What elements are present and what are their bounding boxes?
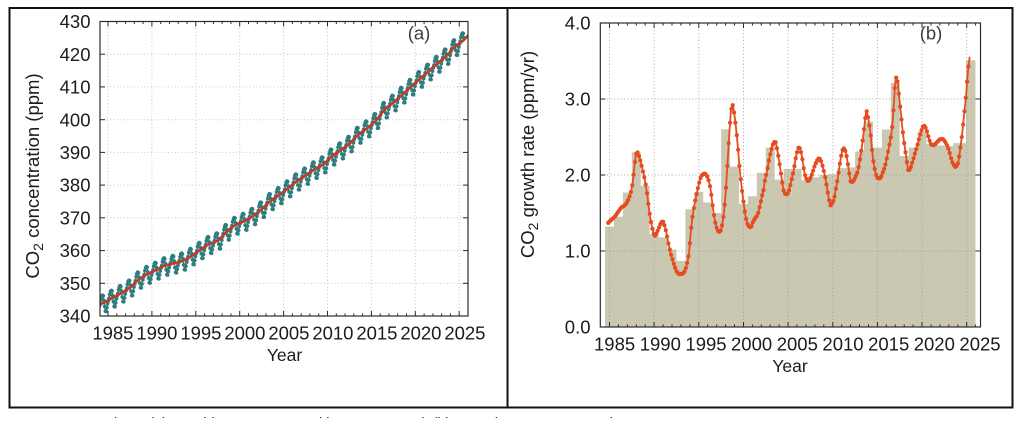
svg-text:1995: 1995 <box>685 334 726 355</box>
svg-text:2025: 2025 <box>959 334 1000 355</box>
svg-text:2010: 2010 <box>822 334 863 355</box>
svg-text:2015: 2015 <box>868 334 909 355</box>
svg-text:CO2 concentration (ppm): CO2 concentration (ppm) <box>22 73 46 278</box>
svg-text:4.0: 4.0 <box>565 13 591 34</box>
svg-text:2005: 2005 <box>268 323 309 344</box>
svg-text:CO2 growth rate (ppm/yr): CO2 growth rate (ppm/yr) <box>517 51 541 258</box>
svg-text:1985: 1985 <box>92 323 133 344</box>
svg-text:380: 380 <box>60 175 91 196</box>
svg-text:370: 370 <box>60 207 91 228</box>
svg-text:1985: 1985 <box>594 334 635 355</box>
svg-text:390: 390 <box>60 142 91 163</box>
svg-text:2025: 2025 <box>444 323 485 344</box>
svg-text:420: 420 <box>60 44 91 65</box>
svg-text:2000: 2000 <box>224 323 265 344</box>
svg-text:350: 350 <box>60 273 91 294</box>
svg-text:Year: Year <box>267 345 303 365</box>
svg-text:360: 360 <box>60 240 91 261</box>
svg-text:1995: 1995 <box>180 323 221 344</box>
svg-text:2015: 2015 <box>356 323 397 344</box>
svg-text:2.0: 2.0 <box>565 165 591 186</box>
svg-text:1.0: 1.0 <box>565 241 591 262</box>
svg-text:2005: 2005 <box>777 334 818 355</box>
svg-text:1990: 1990 <box>136 323 177 344</box>
svg-text:2000: 2000 <box>731 334 772 355</box>
svg-text:2020: 2020 <box>914 334 955 355</box>
svg-text:430: 430 <box>60 11 91 32</box>
svg-text:340: 340 <box>60 306 91 327</box>
svg-text:Year: Year <box>772 356 808 376</box>
svg-text:(b): (b) <box>920 23 943 44</box>
svg-text:1990: 1990 <box>640 334 681 355</box>
svg-text:410: 410 <box>60 77 91 98</box>
svg-text:2020: 2020 <box>400 323 441 344</box>
svg-text:3.0: 3.0 <box>565 89 591 110</box>
svg-text:(a): (a) <box>408 23 431 44</box>
svg-text:2010: 2010 <box>312 323 353 344</box>
svg-text:0.0: 0.0 <box>565 317 591 338</box>
svg-text:400: 400 <box>60 109 91 130</box>
